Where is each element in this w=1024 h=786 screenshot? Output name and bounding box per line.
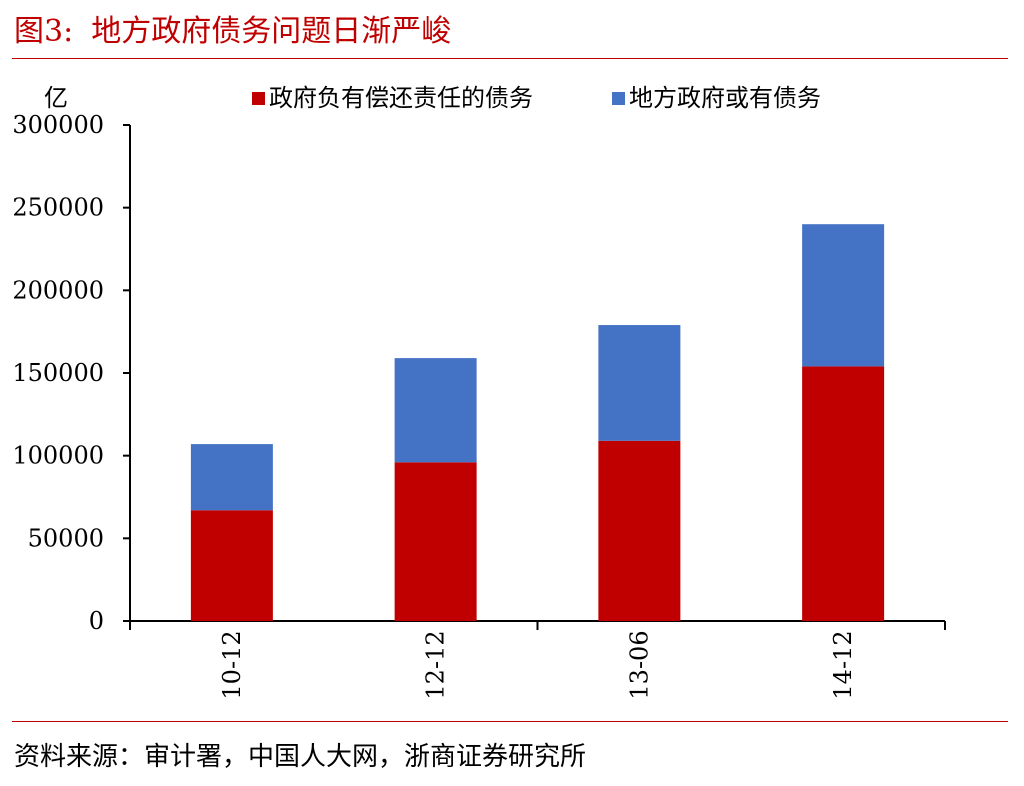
y-axis: 0 50000 100000 150000 200000 250000 300000 xyxy=(12,111,131,635)
y-tick-label: 150000 xyxy=(12,359,104,387)
bottom-divider xyxy=(12,721,1008,722)
top-divider xyxy=(12,58,1008,59)
legend-label: 政府负有偿还责任的债务 xyxy=(269,84,533,112)
bar-government-liability-10-12 xyxy=(190,510,273,621)
x-tick-label: 14-12 xyxy=(829,630,857,699)
bar-government-liability-13-06 xyxy=(598,440,681,621)
bar-government-liability-14-12 xyxy=(802,366,885,621)
y-tick-label: 0 xyxy=(89,607,104,635)
y-tick-label: 100000 xyxy=(12,442,104,470)
legend-label: 地方政府或有债务 xyxy=(629,84,821,112)
y-tick-label: 50000 xyxy=(28,524,104,552)
x-axis: 10-12 12-12 13-06 14-12 xyxy=(129,620,946,700)
bar-contingent-debt-13-06 xyxy=(598,325,681,441)
figure-title-text: 地方政府债务问题日渐严峻 xyxy=(91,14,452,49)
figure-title: 图3: 地方政府债务问题日渐严峻 xyxy=(14,6,451,50)
bar-contingent-debt-12-12 xyxy=(394,358,477,463)
figure-number: 图3: xyxy=(14,14,74,49)
y-unit-label: 亿 xyxy=(44,84,68,112)
x-tick-label: 13-06 xyxy=(625,630,653,699)
x-tick-label: 10-12 xyxy=(218,630,246,699)
stacked-bar-chart: 亿 政府负有偿还责任的债务 地方政府或有债务 0 50000 100000 150000… xyxy=(12,84,946,700)
x-tick-label: 12-12 xyxy=(422,630,450,699)
bar-contingent-debt-14-12 xyxy=(802,224,885,367)
legend: 政府负有偿还责任的债务 地方政府或有债务 xyxy=(252,84,821,112)
y-tick-label: 200000 xyxy=(12,276,104,304)
bar-government-liability-12-12 xyxy=(394,462,477,621)
legend-swatch xyxy=(252,92,265,105)
legend-swatch xyxy=(612,92,625,105)
bar-contingent-debt-10-12 xyxy=(190,444,273,511)
y-tick-label: 300000 xyxy=(12,111,104,139)
source-note: 资料来源：审计署，中国人大网，浙商证券研究所 xyxy=(14,742,587,772)
y-tick-label: 250000 xyxy=(12,194,104,222)
bars xyxy=(190,224,885,621)
